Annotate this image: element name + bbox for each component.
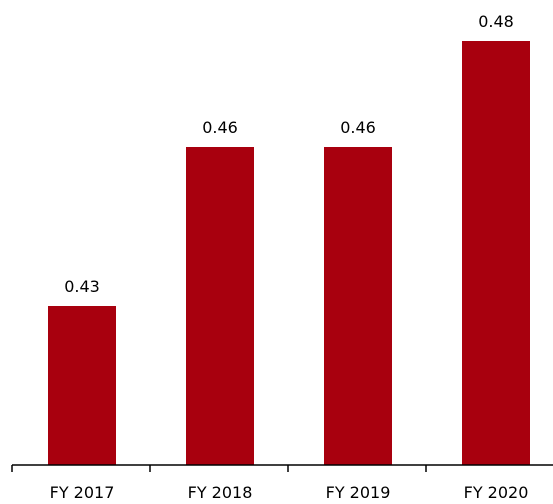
bar-value-label: 0.46	[202, 118, 238, 137]
bar-fy-2020	[462, 41, 530, 465]
bar-value-label: 0.48	[478, 12, 514, 31]
x-tick-label: FY 2019	[326, 483, 391, 502]
x-tick-label: FY 2020	[464, 483, 529, 502]
bar-fy-2018	[186, 147, 254, 465]
x-tick-label: FY 2017	[50, 483, 115, 502]
bar-fy-2019	[324, 147, 392, 465]
x-axis-tick-labels: FY 2017 FY 2018 FY 2019 FY 2020	[50, 483, 529, 502]
bar-value-label: 0.43	[64, 277, 100, 296]
bars-layer	[48, 41, 530, 465]
bar-fy-2017	[48, 306, 116, 465]
x-tick-label: FY 2018	[188, 483, 253, 502]
value-labels-layer: 0.43 0.46 0.46 0.48	[64, 12, 514, 296]
bar-value-label: 0.46	[340, 118, 376, 137]
x-axis-ticks	[11, 465, 427, 472]
